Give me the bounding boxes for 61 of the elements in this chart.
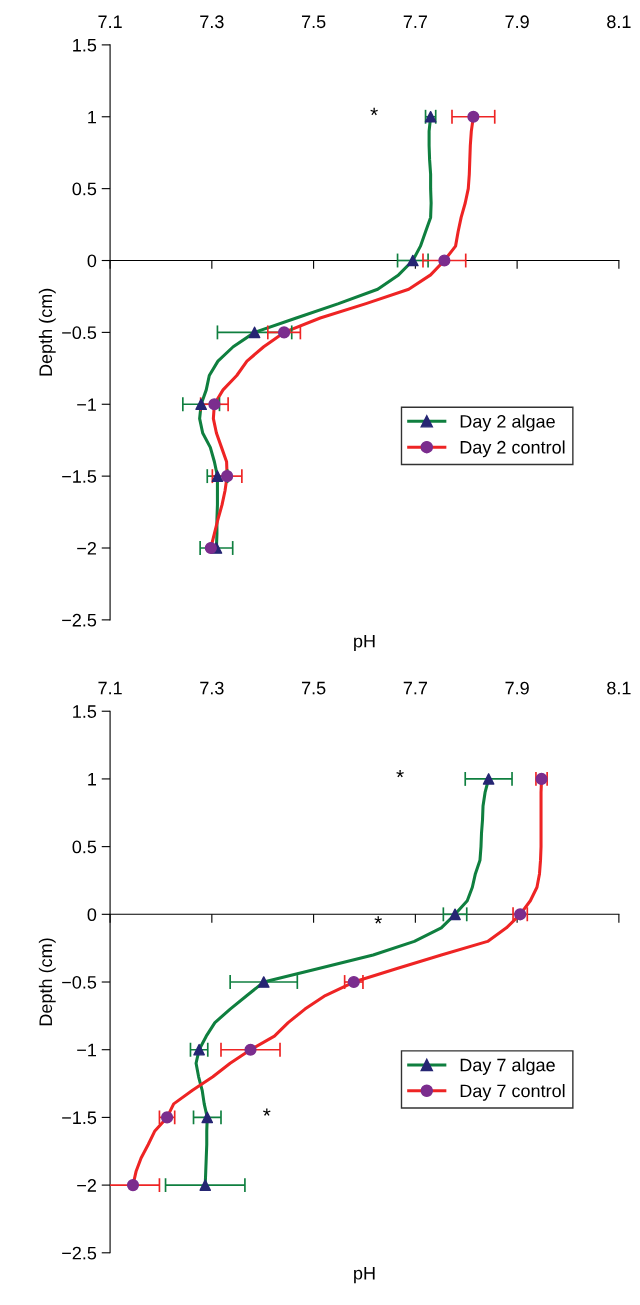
point [195,398,208,411]
annotation: * [263,1108,271,1116]
y-tick-label: 0.5 [72,182,97,196]
y-tick-label: 1 [88,773,97,786]
x-tick-label: 8.1 [607,15,631,29]
y-tick-label: −0.5 [62,975,97,989]
y-tick-label: 0 [87,254,97,268]
y-tick-label: −1 [77,398,96,411]
x-tick-label: 7.3 [200,681,224,695]
point [278,326,291,339]
annotation: * [374,916,382,924]
y-tick-label: −2 [77,541,96,555]
point [347,975,360,989]
y-tick-label: −0.5 [62,326,97,340]
y-tick-label: −2 [77,1179,96,1192]
point [467,110,480,123]
point [438,254,451,267]
point [449,908,461,921]
legend-label: Day 7 control [460,1084,565,1101]
point [406,254,419,267]
x-tick-label: 7.7 [403,15,427,28]
point [221,470,234,483]
x-tick-label: 7.9 [505,681,529,695]
y-tick-label: −1 [77,1043,96,1057]
y-axis-title: Depth (cm) [38,288,56,376]
point [193,1043,205,1056]
y-tick-label: −2.5 [62,613,97,627]
point [126,1179,140,1192]
legend-label: Day 2 algae [460,414,555,432]
x-axis-title: pH [354,634,375,652]
point [257,976,270,988]
y-axis-title: Depth (cm) [38,938,56,1026]
x-tick-label: 8.1 [607,681,631,695]
x-tick-label: 7.7 [403,681,427,695]
point [199,1179,212,1191]
point [201,1111,214,1124]
legend-label: Day 7 algae [460,1058,555,1075]
y-tick-label: 1.5 [73,39,97,52]
y-tick-label: 0 [87,908,97,922]
x-tick-label: 7.5 [301,681,326,695]
point [211,470,224,482]
x-tick-label: 7.3 [200,15,224,29]
point [204,541,217,555]
point [482,773,495,785]
y-tick-label: −1.5 [62,470,97,483]
y-tick-label: 1.5 [73,705,97,718]
y-tick-label: −1.5 [62,1111,97,1125]
y-tick-label: 1 [88,110,97,124]
x-tick-label: 7.5 [301,15,326,29]
point [208,398,221,411]
legend-label: Day 2 control [460,440,565,458]
point [244,1043,257,1056]
x-axis-title: pH [354,1267,375,1284]
annotation: * [396,769,404,778]
y-tick-label: −2.5 [62,1246,97,1260]
x-tick-label: 7.9 [505,15,529,29]
x-tick-label: 7.1 [98,681,122,695]
point [248,326,261,339]
y-tick-label: 0.5 [72,840,97,854]
x-tick-label: 7.1 [98,15,122,28]
annotation: * [370,107,378,116]
